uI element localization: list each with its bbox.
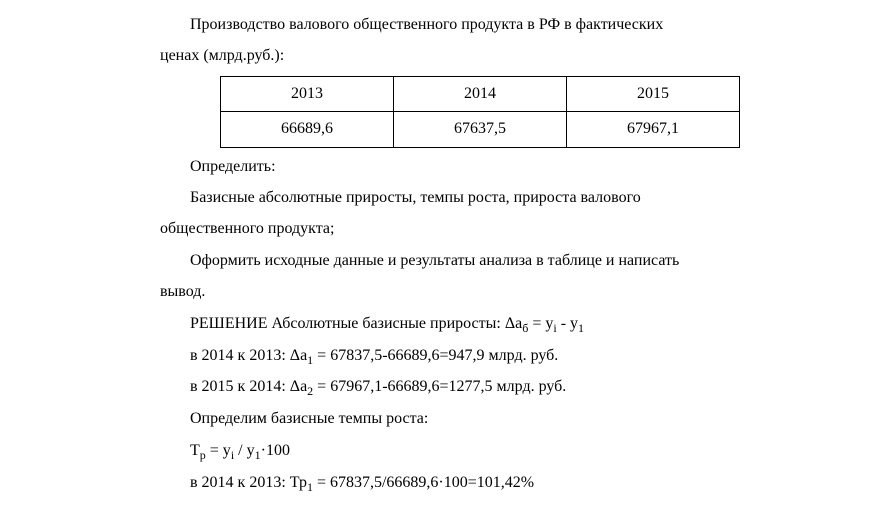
tr-formula: Тр = уi / у1·100: [160, 436, 824, 467]
table-header-cell: 2014: [394, 76, 567, 111]
intro-line1: Производство валового общественного прод…: [160, 10, 824, 40]
abs-formula-sub-1: 1: [578, 321, 584, 335]
task-bullet1b: общественного продукта;: [160, 214, 824, 244]
table-header-cell: 2015: [567, 76, 740, 111]
abs-calc-2: в 2015 к 2014: Δа2 = 67967,1-66689,6=127…: [160, 372, 824, 403]
tr1-post: = 67837,5/66689,6·100=101,42%: [313, 474, 534, 491]
abs2-pre: в 2015 к 2014: Δа: [190, 378, 307, 395]
tr-calc-1: в 2014 к 2013: Тр1 = 67837,5/66689,6·100…: [160, 468, 824, 499]
define-label: Определить:: [160, 152, 824, 182]
table-header-cell: 2013: [221, 76, 394, 111]
task-bullet2b: вывод.: [160, 277, 824, 307]
data-table: 2013 2014 2015 66689,6 67637,5 67967,1: [220, 76, 740, 148]
intro-line2: ценах (млрд.руб.):: [160, 41, 824, 71]
solution-label: РЕШЕНИЕ: [190, 315, 271, 332]
abs-header-text: Абсолютные базисные приросты:: [271, 315, 504, 332]
tr-formula-eq: = у: [206, 442, 231, 459]
tr-formula-T: Т: [190, 442, 200, 459]
abs1-pre: в 2014 к 2013: Δа: [190, 347, 307, 364]
tr-formula-div: / у: [234, 442, 254, 459]
abs-formula-delta: Δа: [505, 315, 522, 332]
abs-formula-minus: - у: [557, 315, 578, 332]
task-bullet1a: Базисные абсолютные приросты, темпы рост…: [160, 183, 824, 213]
abs-formula-eq: = у: [528, 315, 553, 332]
solution-abs-header: РЕШЕНИЕ Абсолютные базисные приросты: Δа…: [160, 309, 824, 340]
tr-header: Определим базисные темпы роста:: [160, 404, 824, 434]
task-bullet2a: Оформить исходные данные и результаты ан…: [160, 246, 824, 276]
tr-formula-x100: ·100: [261, 442, 290, 459]
table-value-row: 66689,6 67637,5 67967,1: [221, 112, 740, 147]
table-value-cell: 67637,5: [394, 112, 567, 147]
table-header-row: 2013 2014 2015: [221, 76, 740, 111]
abs-calc-1: в 2014 к 2013: Δа1 = 67837,5-66689,6=947…: [160, 341, 824, 372]
table-value-cell: 67967,1: [567, 112, 740, 147]
abs1-post: = 67837,5-66689,6=947,9 млрд. руб.: [313, 347, 558, 364]
tr1-pre: в 2014 к 2013: Тр: [190, 474, 307, 491]
table-value-cell: 66689,6: [221, 112, 394, 147]
abs2-post: = 67967,1-66689,6=1277,5 млрд. руб.: [313, 378, 566, 395]
